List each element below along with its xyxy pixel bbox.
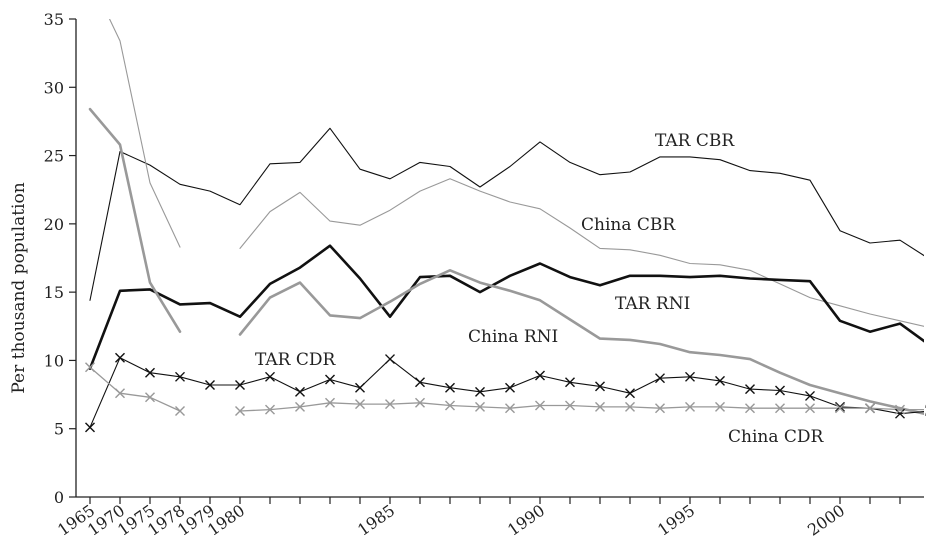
china-cbr-line bbox=[90, 0, 926, 328]
y-tick-label: 30 bbox=[44, 78, 64, 97]
tar-cdr-point bbox=[626, 389, 635, 398]
x-tick-label: 1995 bbox=[654, 501, 698, 540]
y-tick-label: 5 bbox=[54, 420, 64, 439]
y-tick-label: 25 bbox=[44, 147, 64, 166]
tar-cbr-line bbox=[90, 128, 926, 300]
china-cbr-label: China CBR bbox=[581, 215, 676, 235]
tar-cdr-point bbox=[806, 391, 815, 400]
series-lines bbox=[90, 0, 926, 427]
tar-rni-line bbox=[90, 246, 926, 369]
y-tick-label: 35 bbox=[44, 10, 64, 29]
y-tick-label: 10 bbox=[44, 351, 64, 370]
tar-cdr-point bbox=[536, 371, 545, 380]
x-tick-label: 1990 bbox=[504, 501, 548, 540]
series-labels: TAR CBR China CBR TAR RNI China RNI TAR CDR C… bbox=[255, 131, 825, 447]
china-rni-line bbox=[90, 109, 926, 415]
tar-cdr-point bbox=[326, 375, 335, 384]
china-cdr-point bbox=[176, 406, 185, 415]
tar-cdr-point bbox=[296, 387, 305, 396]
china-cdr-point bbox=[86, 363, 95, 372]
y-tick-label: 20 bbox=[44, 215, 64, 234]
tar-cdr-point bbox=[86, 423, 95, 432]
x-tick-label: 1985 bbox=[354, 501, 398, 540]
tar-cdr-point bbox=[386, 355, 395, 364]
y-axis-label: Per thousand population bbox=[9, 182, 29, 393]
tar-cdr-point bbox=[116, 353, 125, 362]
y-tick-label: 15 bbox=[44, 283, 64, 302]
x-tick-label: 2000 bbox=[804, 501, 848, 540]
china-rni-label: China RNI bbox=[468, 327, 558, 347]
tar-cbr-label: TAR CBR bbox=[655, 131, 735, 151]
tar-cdr-point bbox=[416, 378, 425, 387]
china-cdr-label: China CDR bbox=[728, 427, 825, 447]
tar-cdr-point bbox=[266, 372, 275, 381]
series-markers bbox=[86, 353, 926, 432]
tar-cdr-line bbox=[90, 358, 926, 428]
tar-cdr-point bbox=[356, 383, 365, 392]
y-tick-label: 0 bbox=[54, 488, 64, 507]
tar-cdr-label: TAR CDR bbox=[255, 350, 337, 370]
tar-rni-label: TAR RNI bbox=[615, 294, 690, 314]
